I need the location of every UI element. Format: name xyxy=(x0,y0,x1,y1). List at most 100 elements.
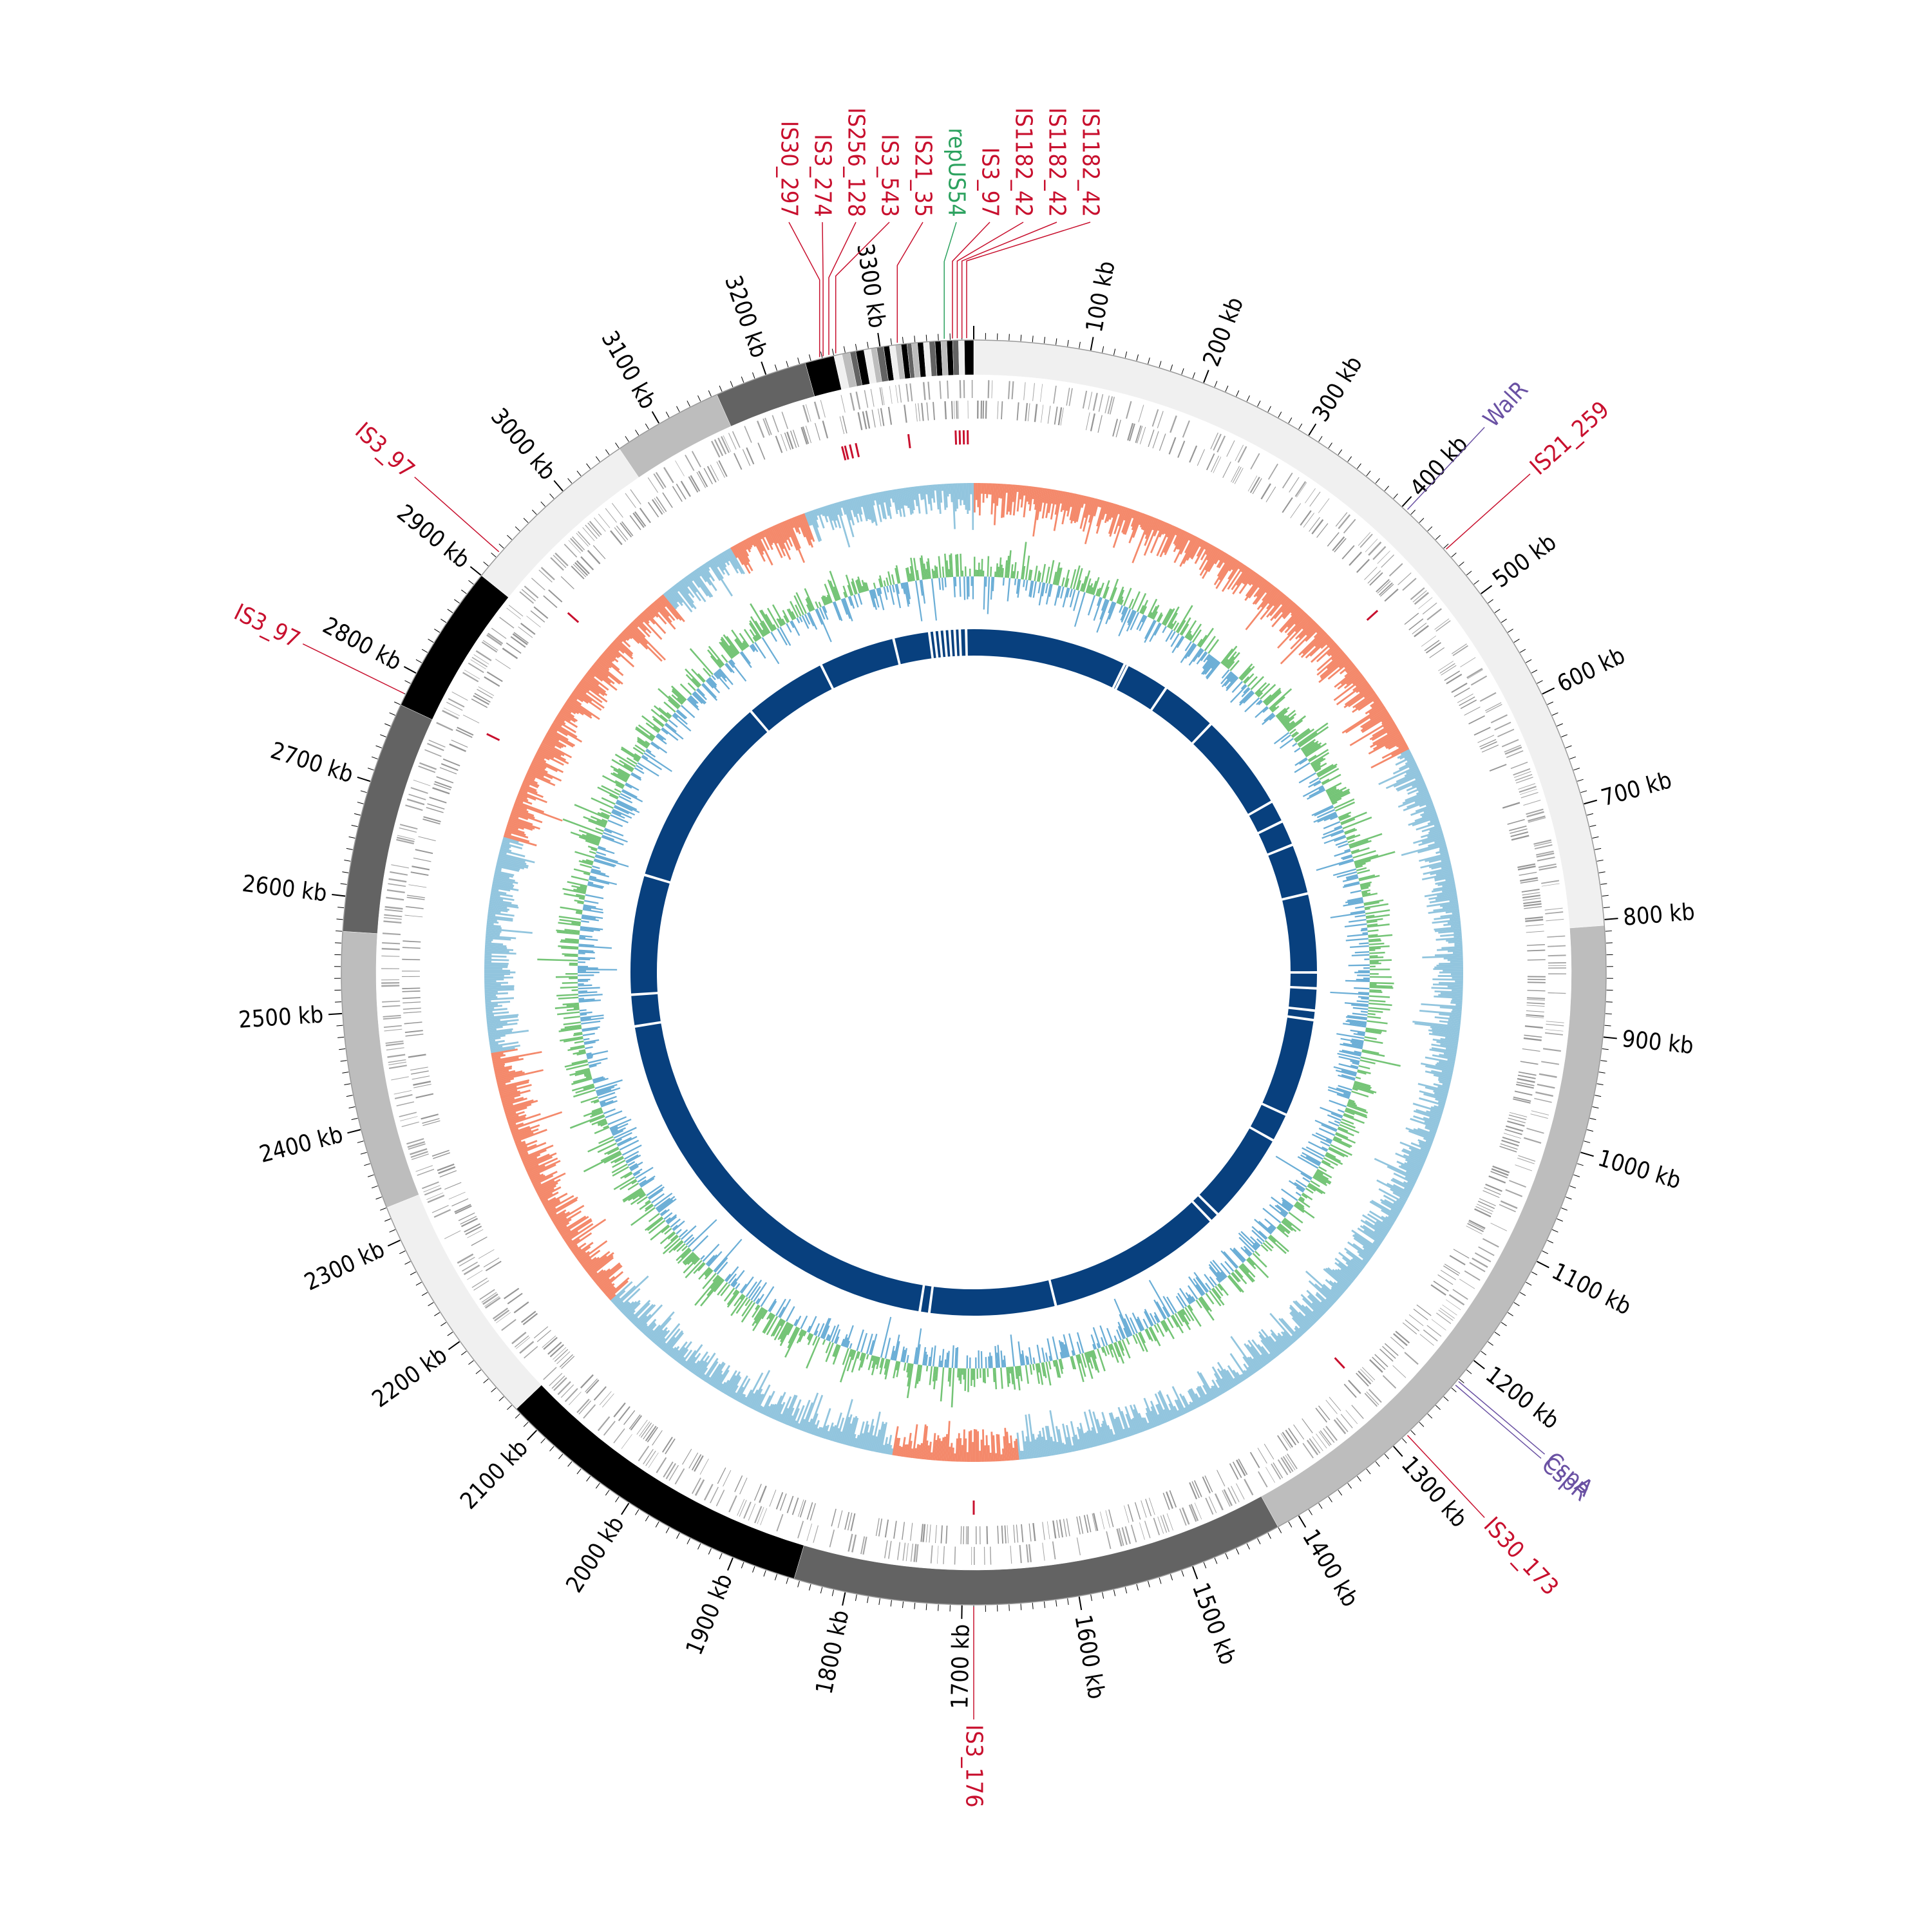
gc-content-bar xyxy=(760,1286,775,1307)
gc-content-bar xyxy=(1260,1244,1269,1252)
gc-content-bar xyxy=(726,1291,740,1308)
gene-bar xyxy=(520,1311,536,1323)
gc-skew-bar xyxy=(485,944,507,947)
tick-label: 2900 kb xyxy=(392,500,475,574)
gc-content-bar xyxy=(1311,757,1324,766)
minor-tick xyxy=(1090,1594,1093,1601)
gc-skew-bar xyxy=(600,1271,624,1291)
gc-content-bar xyxy=(808,1316,817,1333)
gc-skew-bar xyxy=(717,1383,724,1391)
gc-skew-bar xyxy=(1428,893,1457,900)
gc-skew-bar xyxy=(1352,694,1378,713)
gc-skew-bar xyxy=(1266,591,1282,610)
gc-skew-bar xyxy=(1144,518,1157,546)
gc-content-bar xyxy=(612,1130,624,1136)
gene-bar xyxy=(1177,440,1186,458)
gc-skew-bar xyxy=(1093,498,1100,516)
gc-skew-bar xyxy=(1417,1083,1449,1093)
gc-skew-bar xyxy=(1246,1344,1265,1368)
gc-skew-bar xyxy=(1101,501,1109,520)
gc-skew-bar xyxy=(1358,696,1379,711)
gene-bar xyxy=(449,743,466,752)
gc-content-bar xyxy=(978,562,980,577)
gc-skew-bar xyxy=(1437,881,1455,886)
gene-bar xyxy=(855,392,861,410)
gc-skew-bar xyxy=(773,1403,783,1421)
gc-skew-bar xyxy=(652,602,676,630)
gc-content-bar xyxy=(1367,1020,1388,1025)
gene-bar xyxy=(1372,545,1387,560)
gc-skew-bar xyxy=(1157,1392,1172,1421)
minor-tick xyxy=(415,1282,422,1286)
gc-skew-bar xyxy=(1106,1425,1114,1443)
gc-content-bar xyxy=(644,1204,654,1212)
gc-content-bar xyxy=(1267,1236,1287,1255)
gc-content-bar xyxy=(914,580,923,621)
gc-content-bar xyxy=(1341,1069,1357,1075)
gc-content-bar xyxy=(1096,596,1101,607)
gc-content-bar xyxy=(846,1340,851,1349)
gc-content-bar xyxy=(1353,1033,1365,1037)
gene-bar xyxy=(481,1292,497,1303)
gc-skew-bar xyxy=(540,744,562,757)
gc-content-bar xyxy=(623,1188,643,1203)
gc-skew-bar xyxy=(587,670,595,678)
gc-content-bar xyxy=(694,1275,721,1306)
gc-content-bar xyxy=(972,576,974,600)
gc-content-bar xyxy=(655,1197,670,1209)
gc-skew-bar xyxy=(1410,806,1435,816)
gc-content-bar xyxy=(1255,1251,1260,1256)
gene-bar xyxy=(1325,1399,1338,1414)
gc-content-bar xyxy=(1132,1312,1142,1332)
gc-skew-bar xyxy=(516,797,533,805)
gc-content-bar xyxy=(903,1362,907,1371)
gene-bar xyxy=(814,422,820,440)
gc-skew-bar xyxy=(1077,1426,1084,1450)
gc-content-bar xyxy=(1302,1192,1313,1200)
gc-content-bar xyxy=(886,585,889,593)
gc-skew-bar xyxy=(1384,1198,1403,1211)
gc-content-bar xyxy=(1197,638,1203,647)
gene-bar xyxy=(524,585,539,599)
gc-skew-bar xyxy=(527,770,551,782)
gene-bar xyxy=(1345,1410,1358,1425)
gc-content-bar xyxy=(1105,1345,1110,1355)
gc-content-bar xyxy=(849,1343,853,1349)
gene-bar xyxy=(1544,907,1563,911)
gene-bar xyxy=(638,1445,650,1462)
gc-skew-bar xyxy=(849,1417,859,1446)
gc-content-bar xyxy=(857,579,862,593)
gc-skew-bar xyxy=(1051,489,1056,504)
gc-content-bar xyxy=(1184,641,1193,652)
gc-skew-bar xyxy=(491,889,507,895)
gene-bar xyxy=(533,1326,549,1339)
gc-content-bar xyxy=(1202,658,1217,676)
gc-content-bar xyxy=(1048,560,1055,584)
minor-tick xyxy=(360,790,367,793)
gc-skew-bar xyxy=(1215,558,1236,589)
gc-content-bar xyxy=(1330,1144,1352,1156)
gc-skew-bar xyxy=(1157,1414,1164,1425)
gene-bar xyxy=(536,1330,551,1343)
gc-content-bar xyxy=(710,655,721,668)
gc-content-bar xyxy=(1283,716,1295,726)
gc-skew-bar xyxy=(1241,1373,1247,1380)
gc-skew-bar xyxy=(1400,749,1410,755)
gc-content-bar xyxy=(799,616,803,623)
gene-bar xyxy=(1382,1375,1397,1389)
gene-bar xyxy=(1222,1490,1231,1507)
gene-bar xyxy=(1066,1518,1070,1537)
gc-skew-bar xyxy=(939,484,943,503)
gene-bar xyxy=(1537,857,1555,862)
gc-skew-bar xyxy=(846,499,855,526)
callout-line xyxy=(1446,473,1531,550)
gc-content-bar xyxy=(641,754,649,760)
gc-content-bar xyxy=(779,627,791,646)
gc-skew-bar xyxy=(944,484,948,508)
gc-skew-bar xyxy=(535,752,550,761)
gene-bar xyxy=(629,515,641,531)
tick-label: 200 kb xyxy=(1198,294,1249,370)
gene-bar xyxy=(554,1349,569,1362)
gc-content-bar xyxy=(1188,634,1193,641)
gc-skew-bar xyxy=(1434,1092,1448,1098)
